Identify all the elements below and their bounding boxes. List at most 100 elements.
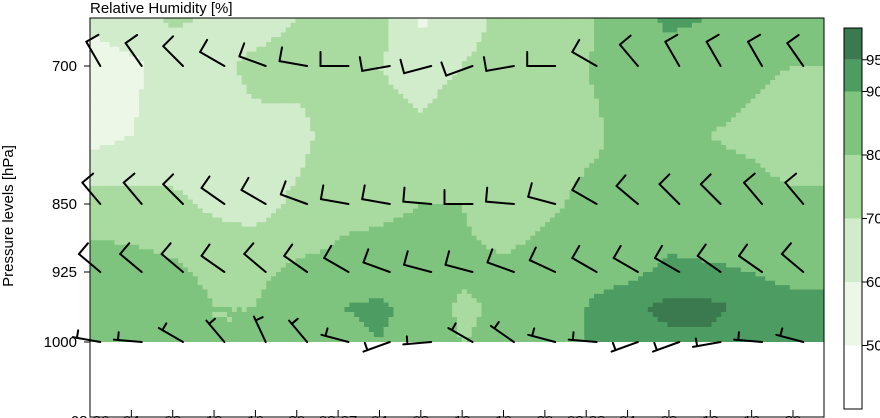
humidity-cell (280, 89, 287, 95)
humidity-cell (383, 18, 390, 24)
humidity-cell (344, 98, 350, 104)
humidity-cell (285, 140, 292, 146)
humidity-cell (437, 103, 443, 109)
humidity-cell (510, 158, 517, 164)
humidity-cell (207, 22, 213, 29)
humidity-cell (427, 75, 434, 81)
humidity-cell (403, 103, 409, 109)
humidity-cell (775, 80, 781, 86)
humidity-cell (231, 172, 238, 178)
humidity-cell (461, 84, 468, 90)
humidity-cell (295, 89, 302, 95)
humidity-cell (129, 51, 135, 57)
humidity-cell (564, 145, 571, 151)
humidity-cell (672, 108, 678, 114)
humidity-cell (731, 103, 737, 109)
humidity-cell (295, 22, 302, 29)
humidity-cell (90, 122, 96, 128)
humidity-cell (794, 167, 801, 173)
humidity-cell (178, 140, 184, 146)
humidity-cell (261, 145, 267, 151)
humidity-cell (168, 108, 174, 114)
humidity-cell (300, 126, 306, 132)
humidity-cell (706, 80, 713, 86)
humidity-cell (447, 42, 453, 48)
humidity-cell (501, 108, 507, 114)
humidity-cell (735, 112, 742, 118)
humidity-cell (564, 136, 571, 142)
humidity-cell (222, 66, 228, 72)
humidity-cell (271, 98, 277, 104)
humidity-cell (804, 32, 810, 38)
humidity-cell (765, 70, 771, 76)
humidity-cell (329, 158, 336, 164)
humidity-cell (515, 70, 522, 76)
humidity-cell (554, 112, 561, 118)
humidity-cell (246, 117, 253, 123)
humidity-cell (182, 94, 189, 100)
humidity-cell (94, 51, 101, 57)
humidity-cell (457, 42, 463, 48)
humidity-cell (686, 42, 693, 48)
humidity-cell (134, 140, 140, 146)
humidity-cell (814, 112, 820, 118)
humidity-cell (564, 32, 571, 38)
humidity-cell (471, 94, 478, 100)
humidity-cell (227, 103, 233, 109)
humidity-cell (383, 149, 390, 155)
humidity-cell (721, 84, 727, 90)
humidity-cell (667, 98, 673, 104)
humidity-cell (271, 158, 277, 164)
humidity-cell (207, 122, 213, 128)
humidity-cell (349, 122, 355, 128)
humidity-cell (422, 140, 429, 146)
humidity-cell (222, 126, 228, 132)
humidity-cell (412, 66, 419, 72)
humidity-cell (706, 117, 713, 123)
humidity-cell (549, 103, 556, 109)
humidity-cell (148, 163, 155, 169)
humidity-cell (804, 98, 810, 104)
humidity-cell (153, 131, 160, 137)
humidity-cell (770, 158, 776, 164)
humidity-cell (158, 46, 164, 53)
humidity-cell (799, 154, 806, 160)
humidity-cell (554, 126, 561, 132)
humidity-cell (647, 89, 654, 95)
humidity-cell (540, 42, 546, 48)
humidity-cell (515, 61, 522, 67)
humidity-cell (638, 51, 644, 57)
humidity-cell (388, 136, 394, 142)
humidity-cell (628, 154, 634, 160)
humidity-cell (227, 22, 233, 29)
humidity-cell (158, 112, 164, 118)
humidity-cell (99, 75, 106, 81)
humidity-cell (613, 154, 620, 160)
humidity-cell (716, 140, 722, 146)
humidity-cell (442, 103, 448, 109)
humidity-cell (319, 140, 326, 146)
humidity-cell (398, 136, 404, 142)
humidity-cell (173, 117, 179, 123)
humidity-cell (364, 61, 370, 67)
humidity-cell (324, 32, 331, 38)
humidity-cell (393, 46, 399, 53)
humidity-cell (755, 122, 761, 128)
humidity-cell (755, 84, 761, 90)
humidity-cell (642, 167, 649, 173)
humidity-cell (138, 140, 145, 146)
humidity-cell (716, 167, 722, 173)
humidity-cell (735, 158, 742, 164)
humidity-cell (437, 136, 443, 142)
humidity-cell (819, 51, 824, 57)
humidity-cell (207, 103, 213, 109)
humidity-cell (373, 80, 380, 86)
humidity-cell (202, 80, 209, 86)
humidity-cell (677, 126, 683, 132)
humidity-cell (364, 84, 370, 90)
humidity-cell (261, 66, 267, 72)
humidity-cell (775, 27, 781, 33)
humidity-cell (696, 140, 703, 146)
humidity-cell (99, 84, 106, 90)
humidity-cell (134, 27, 140, 33)
